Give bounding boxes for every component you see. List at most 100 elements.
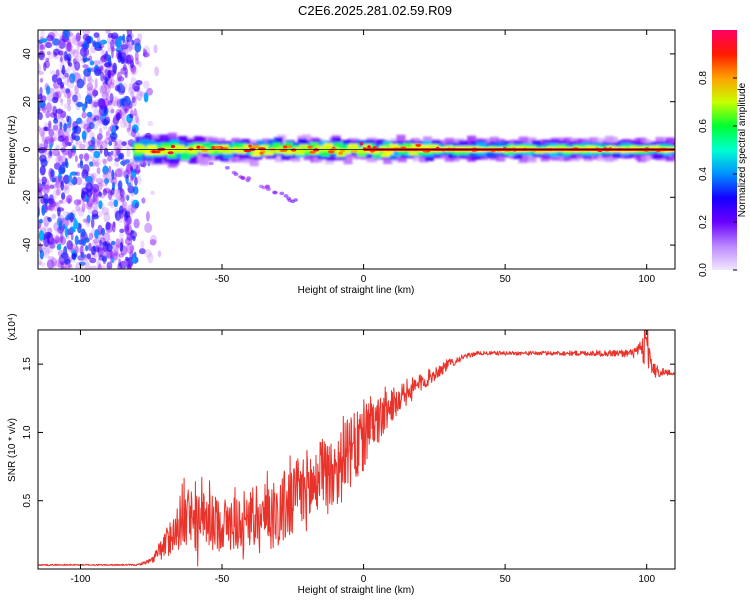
noise-blob [38,142,43,147]
noise-blob [119,118,127,128]
noise-blob [82,237,86,247]
noise-blob [134,51,139,61]
noise-blob [122,118,127,124]
noise-blob [63,30,70,40]
noise-blob [53,137,57,142]
noise-blob [63,175,69,184]
noise-blob [103,147,109,157]
noise-blob [52,38,60,46]
noise-blob [105,129,111,141]
carrier-peak [259,151,264,155]
noise-blob [130,166,134,172]
carrier-peak [201,148,209,152]
noise-blob [91,159,96,168]
streak-blob [224,166,230,170]
heatmap-x-tick-label: -100 [70,274,90,285]
noise-blob [58,127,64,138]
streak-blob [265,187,271,191]
snr-y-axis-label: SNR (10 * v/v) [7,418,18,482]
carrier-segment [381,153,391,158]
noise-blob [40,147,47,159]
noise-blob [67,197,71,205]
noise-blob [67,218,76,226]
noise-blob [91,119,99,130]
noise-blob [126,44,133,52]
noise-blob [115,245,120,253]
noise-blob [44,205,49,213]
noise-blob [49,243,56,249]
noise-blob [144,222,153,233]
noise-blob [123,260,128,267]
noise-blob [116,112,121,121]
noise-blob [57,107,62,116]
noise-blob [128,161,135,170]
noise-blob [126,184,134,192]
noise-blob [57,37,63,48]
carrier-peak [338,151,343,155]
noise-blob [55,189,60,197]
noise-blob [56,207,65,212]
noise-blob [76,248,84,253]
noise-blob [60,261,68,266]
noise-blob [85,201,94,210]
noise-blob [99,39,108,45]
noise-blob [147,252,154,264]
noise-blob [59,109,65,120]
noise-blob [48,167,54,179]
noise-blob [67,212,75,221]
noise-blob [93,32,100,38]
noise-blob [86,253,92,260]
carrier-segment [201,142,211,148]
colorbar-tick-label: 0.0 [698,263,709,277]
noise-blob [81,130,87,140]
noise-blob [49,184,55,189]
noise-blob [114,168,123,178]
noise-blob [66,115,70,123]
noise-blob [85,140,93,147]
noise-blob [55,108,64,114]
noise-blob [98,263,102,269]
snr-chart: -100 -50 0 50 100 0.5 1.0 1.5 Height of straigh… [7,313,676,596]
noise-blob [126,34,133,43]
noise-blob [105,84,111,95]
noise-blob [63,264,71,269]
noise-blob [119,111,126,116]
noise-blob [124,108,128,114]
noise-blob [103,251,109,257]
noise-blob [40,95,47,103]
noise-blob [75,140,79,148]
noise-blob [93,159,102,167]
noise-blob [40,30,45,40]
colorbar-tick-label: 0.6 [698,119,709,133]
noise-blob [111,250,119,257]
noise-blob [92,238,100,244]
noise-blob [53,183,59,189]
noise-blob [128,131,134,137]
noise-blob [131,85,139,90]
noise-blob [53,162,62,170]
heatmap-axes: -100 -50 0 50 100 -40 -20 0 20 40 [22,30,675,285]
noise-blob [142,80,150,89]
noise-blob [48,131,57,142]
noise-blob [122,95,131,107]
noise-blob [103,124,108,130]
noise-blob [72,94,78,102]
noise-blob [53,80,57,90]
noise-blob [86,197,94,208]
noise-blob [93,115,100,121]
noise-blob [41,176,47,185]
carrier-segment [299,144,309,149]
noise-blob [99,240,103,246]
noise-blob [133,169,141,174]
noise-blob [69,216,74,223]
noise-blob [110,32,119,40]
noise-blob [119,242,124,252]
noise-blob [85,216,91,225]
noise-blob [87,53,92,60]
noise-blob [63,174,71,185]
noise-blob [43,215,50,227]
noise-blob [48,217,52,223]
noise-blob [52,189,57,201]
noise-blob [67,90,74,98]
noise-blob [110,108,115,114]
